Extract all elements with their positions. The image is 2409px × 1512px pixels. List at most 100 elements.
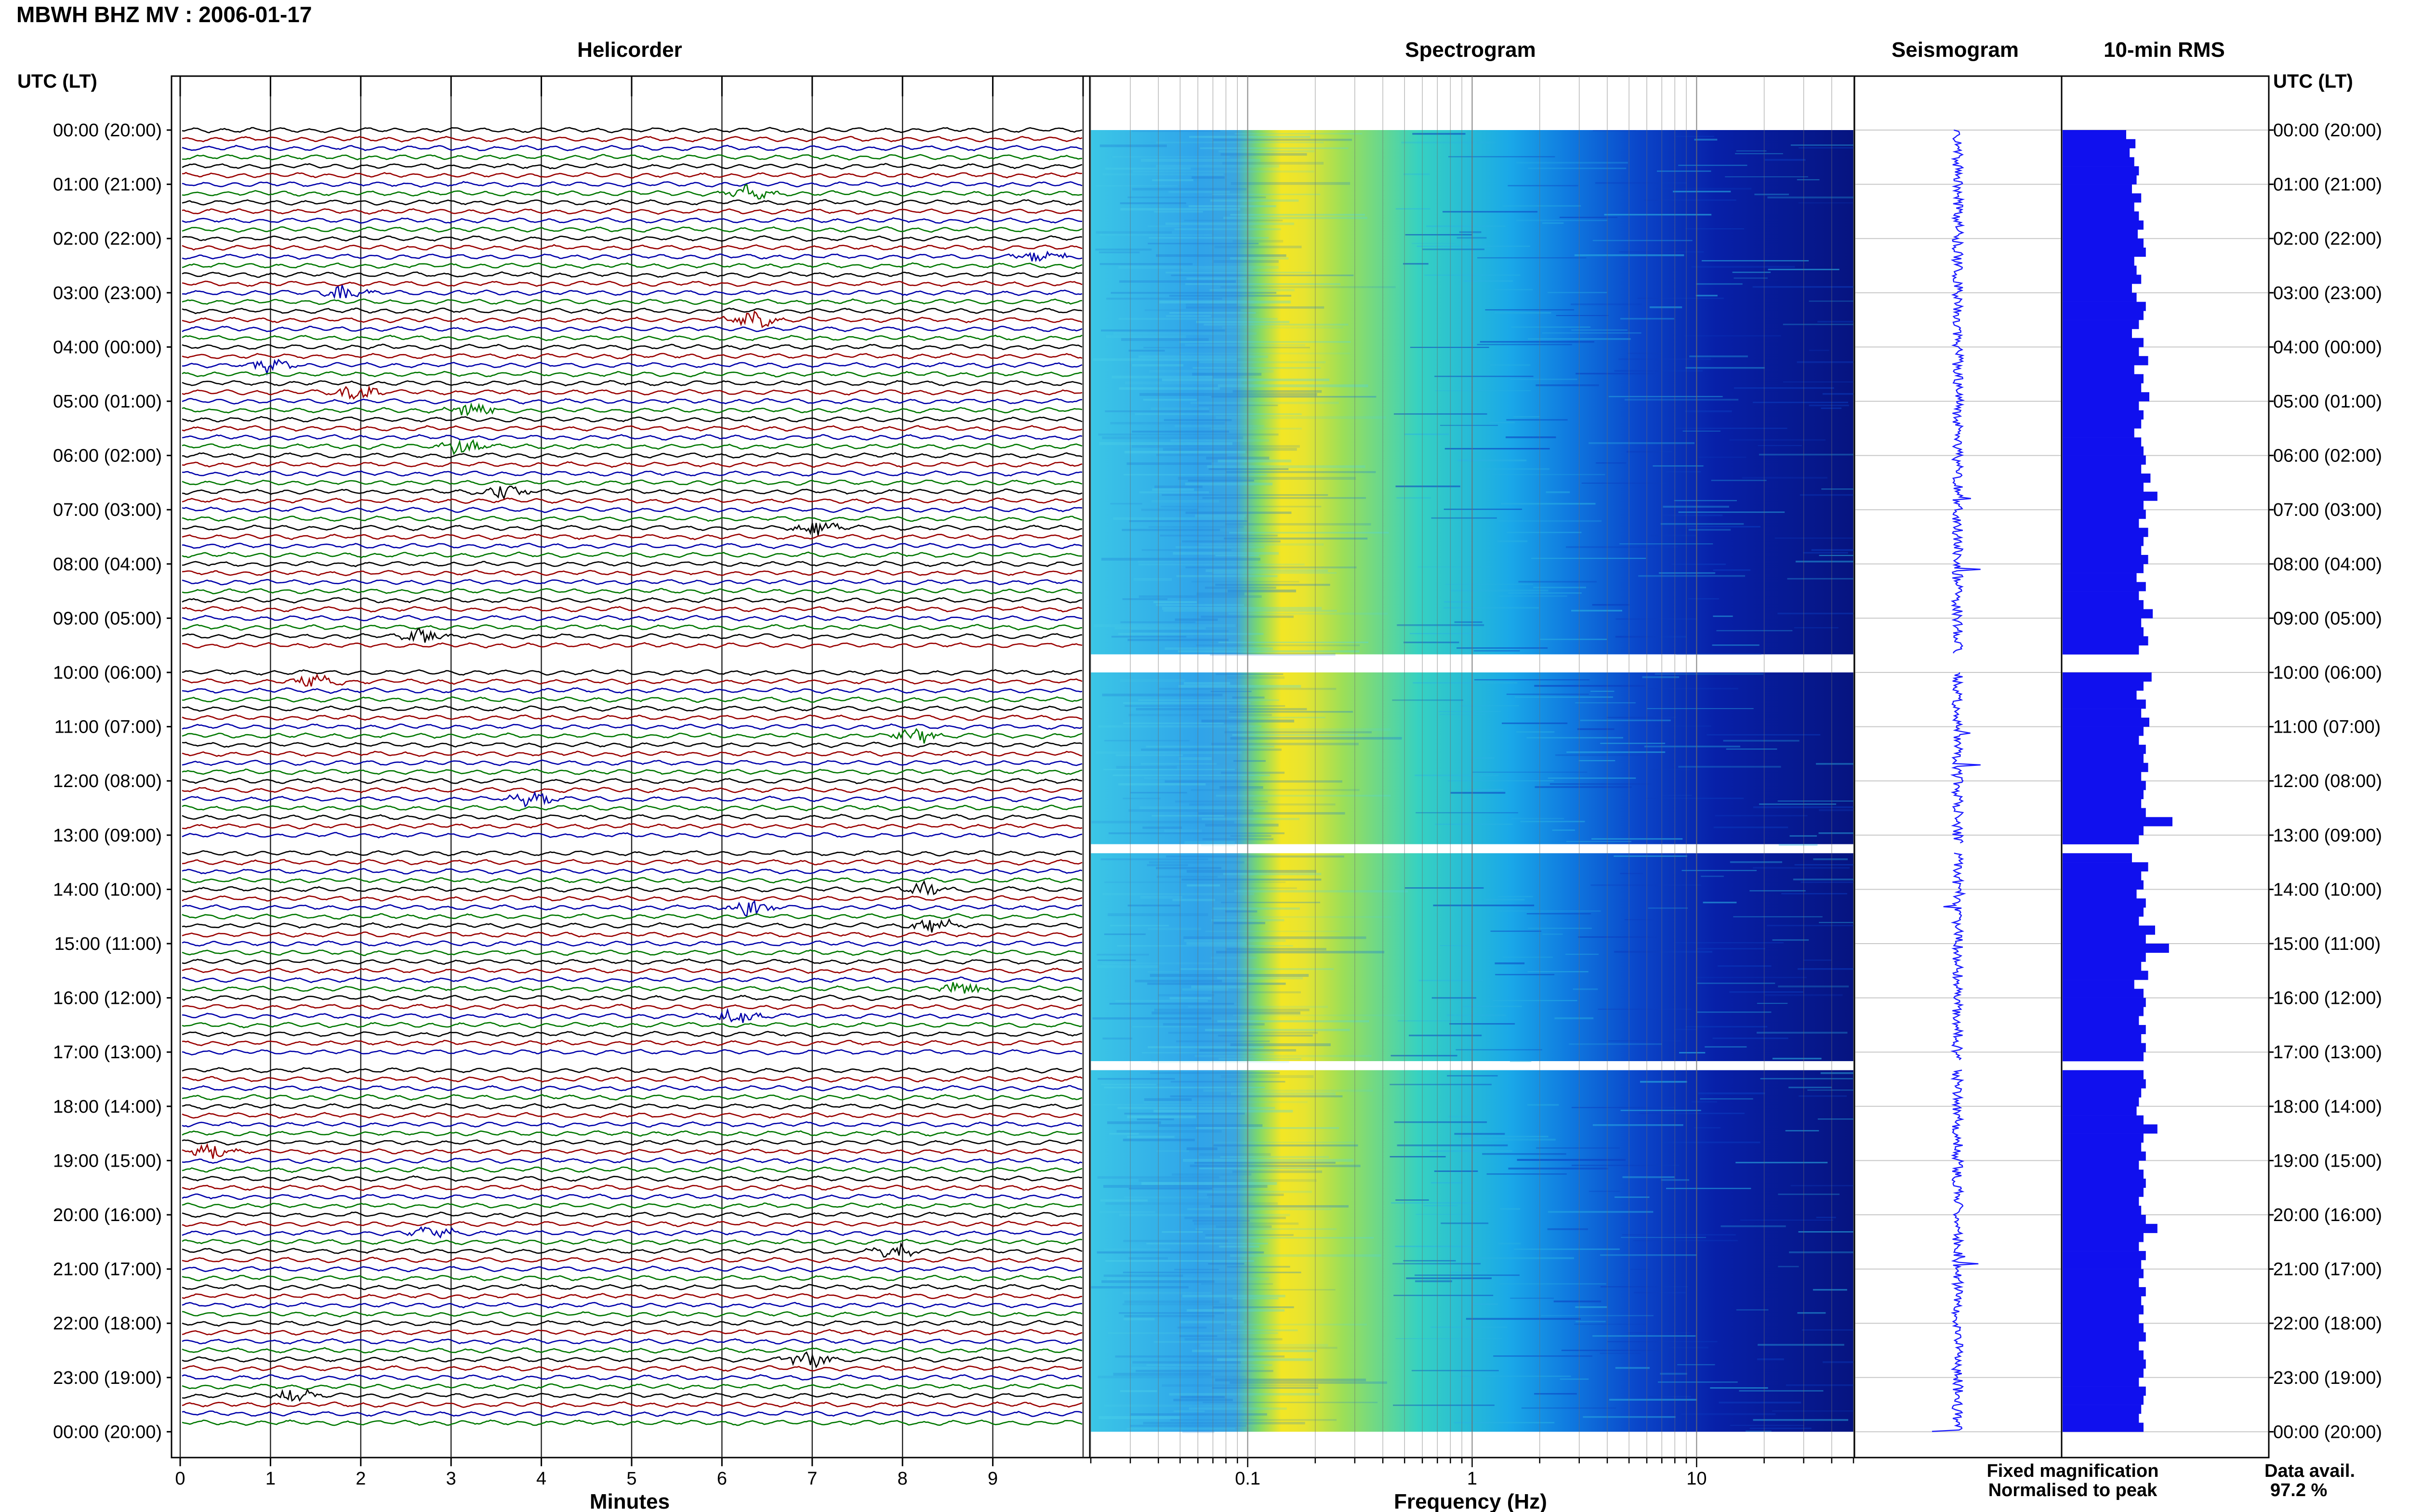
spectrogram-stripe (1179, 341, 1351, 343)
spectrogram-stripe (1217, 1358, 1313, 1361)
spectrogram-stripe (1192, 367, 1321, 369)
spectrogram-stripe (1778, 844, 1818, 846)
time-label-right: 08:00 (04:00) (2273, 554, 2382, 575)
spectrogram-stripe (1821, 408, 1842, 409)
spectrogram-stripe (1217, 977, 1303, 980)
spectrogram-stripe (1209, 289, 1295, 291)
spectrogram-stripe (1435, 390, 1531, 392)
spectrogram-stripe (1192, 373, 1262, 376)
spectrogram-stripe (1507, 532, 1582, 533)
spectrogram-stripe (1228, 728, 1391, 731)
spectrogram-stripe (1174, 1269, 1219, 1271)
spectrogram-stripe (1619, 543, 1713, 545)
spectrogram-stripe (1202, 838, 1274, 841)
spectrogram-stripe (1148, 526, 1244, 528)
rms-bar (2063, 238, 2144, 248)
spectrogram-stripe (1143, 347, 1310, 349)
spectrogram-stripe (1526, 913, 1591, 915)
time-label-right: 04:00 (00:00) (2273, 337, 2382, 357)
spectrogram-stripe (1711, 480, 1767, 481)
spectrogram-stripe (1198, 543, 1324, 546)
helicorder-trace (182, 1311, 1083, 1318)
rms-bar (2063, 1133, 2144, 1143)
spectrogram-stripe (1790, 145, 1899, 146)
minute-tick-label: 4 (536, 1469, 546, 1489)
helicorder-trace (182, 588, 1083, 594)
helicorder-trace (182, 1275, 1083, 1282)
spectrogram-stripe (1701, 876, 1724, 877)
spectrogram-stripe (1497, 910, 1601, 912)
spectrogram-stripe (1606, 717, 1677, 718)
frequency-tick-label: 1 (1467, 1469, 1477, 1489)
spectrogram-stripe (1405, 234, 1472, 236)
spectrogram-stripe (1221, 772, 1285, 774)
helicorder-trace (182, 1143, 1083, 1159)
spectrogram-stripe (1444, 448, 1550, 450)
spectrogram-stripe (1570, 303, 1642, 305)
spectrogram-stripe (1800, 494, 1880, 496)
spectrogram-stripe (1226, 948, 1326, 951)
spectrogram-stripe (1186, 306, 1324, 309)
time-label-right: 23:00 (19:00) (2273, 1368, 2382, 1388)
spectrogram-stripe (1141, 509, 1198, 511)
spectrogram-stripe (1176, 546, 1265, 549)
helicorder-trace (182, 416, 1083, 422)
spectrogram-stripe (1559, 217, 1617, 218)
spectrogram-stripe (1484, 899, 1525, 901)
spectrogram-stripe (1778, 986, 1849, 987)
rms-bar (2063, 772, 2142, 781)
rms-bar (2063, 582, 2146, 592)
spectrogram-stripe (1493, 1000, 1577, 1001)
rms-bar (2063, 500, 2144, 510)
spectrogram-stripe (1649, 1396, 1691, 1398)
spectrogram-stripe (1401, 142, 1496, 144)
spectrogram-stripe (1516, 731, 1555, 733)
spectrogram-stripe (1185, 283, 1340, 285)
spectrogram-stripe (1224, 538, 1368, 540)
spectrogram-stripe (1211, 396, 1377, 398)
rms-bar (2063, 537, 2144, 546)
spectrogram-stripe (1117, 1107, 1275, 1109)
spectrogram-stripe (1700, 1098, 1753, 1100)
helicorder-trace (182, 1049, 1083, 1056)
helicorder-trace (182, 298, 1083, 305)
rms-bar (2063, 591, 2139, 601)
helicorder-trace (182, 1320, 1083, 1327)
rms-bar (2063, 1341, 2139, 1351)
helicorder-trace (182, 235, 1083, 242)
spectrogram-stripe (1716, 630, 1793, 631)
rms-bar (2063, 1070, 2144, 1079)
rms-bar (2063, 1115, 2144, 1125)
spectrogram-stripe (1200, 1344, 1328, 1347)
rms-bar (2063, 907, 2144, 917)
spectrogram-stripe (1232, 697, 1265, 699)
spectrogram-stripe (1732, 272, 1771, 273)
helicorder-trace (182, 624, 1083, 631)
spectrogram-stripe (1120, 679, 1185, 682)
spectrogram-stripe (1506, 419, 1568, 421)
rms-bar (2063, 717, 2149, 727)
spectrogram-stripe (1460, 705, 1519, 707)
spectrogram-stripe (1104, 1405, 1243, 1407)
spectrogram-stripe (1153, 601, 1197, 604)
spectrogram-stripe (1592, 240, 1693, 241)
spectrogram-stripe (1130, 1425, 1246, 1427)
rms-bar (2063, 1314, 2139, 1324)
spectrogram-stripe (1615, 1367, 1650, 1369)
rms-bar (2063, 374, 2144, 383)
spectrogram-stripe (1228, 613, 1388, 615)
spectrogram-stripe (1093, 358, 1237, 361)
spectrogram-stripe (1518, 581, 1597, 583)
rms-bar (2063, 898, 2146, 908)
spectrogram-stripe (1112, 376, 1213, 379)
spectrogram-stripe (1410, 633, 1480, 634)
spectrogram-stripe (1734, 387, 1834, 389)
spectrogram-stripe (1212, 572, 1337, 574)
spectrogram-stripe (1169, 1393, 1320, 1396)
spectrogram-stripe (1218, 642, 1369, 644)
spectrogram-stripe (1139, 393, 1317, 396)
spectrogram-stripe (1614, 951, 1713, 953)
helicorder-trace (182, 777, 1083, 784)
spectrogram-stripe (1615, 618, 1697, 620)
spectrogram-stripe (1189, 136, 1310, 138)
